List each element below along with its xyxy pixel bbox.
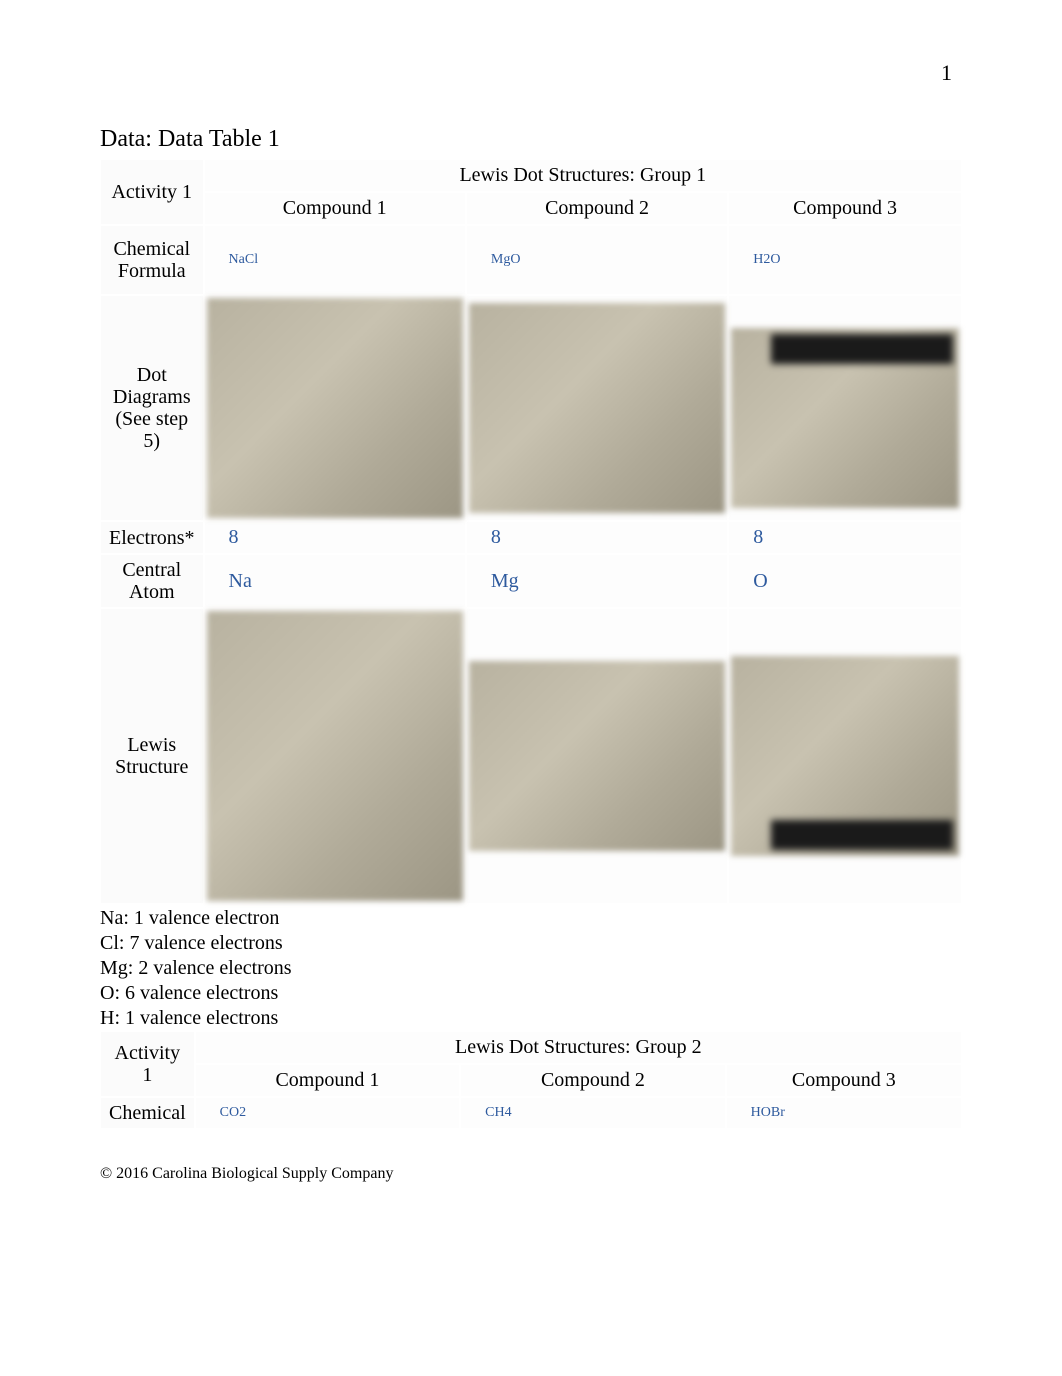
dot-img-c3 bbox=[728, 295, 962, 521]
formula2-c3: HOBr bbox=[726, 1097, 962, 1129]
row-label-formula: Chemical Formula bbox=[100, 225, 204, 295]
row-label-central: Central Atom bbox=[100, 554, 204, 608]
valence-notes: Na: 1 valence electron Cl: 7 valence ele… bbox=[100, 906, 962, 1031]
note-line: Cl: 7 valence electrons bbox=[100, 931, 962, 956]
electrons-c3: 8 bbox=[728, 521, 962, 554]
col-header-c1: Compound 1 bbox=[204, 192, 466, 225]
formula-c2: MgO bbox=[466, 225, 728, 295]
central-c3: O bbox=[728, 554, 962, 608]
col-header2-c3: Compound 3 bbox=[726, 1064, 962, 1097]
formula-c3: H2O bbox=[728, 225, 962, 295]
col-header-c3: Compound 3 bbox=[728, 192, 962, 225]
note-line: Mg: 2 valence electrons bbox=[100, 956, 962, 981]
central-c2: Mg bbox=[466, 554, 728, 608]
electrons-c2: 8 bbox=[466, 521, 728, 554]
activity-label-1: Activity 1 bbox=[100, 159, 204, 225]
section-title: Data: Data Table 1 bbox=[100, 126, 962, 153]
group-header-2: Lewis Dot Structures: Group 2 bbox=[195, 1031, 962, 1064]
row-label-lewis: Lewis Structure bbox=[100, 608, 204, 904]
formula2-c2: CH4 bbox=[460, 1097, 726, 1129]
note-line: H: 1 valence electrons bbox=[100, 1006, 962, 1031]
footer-text: © 2016 Carolina Biological Supply Compan… bbox=[100, 1165, 962, 1183]
dot-img-c2 bbox=[466, 295, 728, 521]
dot-img-c1 bbox=[204, 295, 466, 521]
activity-label-2: Activity 1 bbox=[100, 1031, 195, 1097]
note-line: Na: 1 valence electron bbox=[100, 906, 962, 931]
formula-c1: NaCl bbox=[204, 225, 466, 295]
lewis-img-c3 bbox=[728, 608, 962, 904]
electrons-c1: 8 bbox=[204, 521, 466, 554]
lewis-img-c2 bbox=[466, 608, 728, 904]
col-header2-c1: Compound 1 bbox=[195, 1064, 461, 1097]
row-label-electrons: Electrons* bbox=[100, 521, 204, 554]
col-header-c2: Compound 2 bbox=[466, 192, 728, 225]
data-table-2: Activity 1 Lewis Dot Structures: Group 2… bbox=[100, 1031, 962, 1129]
central-c1: Na bbox=[204, 554, 466, 608]
row-label-formula-2: Chemical bbox=[100, 1097, 195, 1129]
group-header-1: Lewis Dot Structures: Group 1 bbox=[204, 159, 962, 192]
page-number: 1 bbox=[100, 60, 962, 86]
formula2-c1: CO2 bbox=[195, 1097, 461, 1129]
note-line: O: 6 valence electrons bbox=[100, 981, 962, 1006]
col-header2-c2: Compound 2 bbox=[460, 1064, 726, 1097]
lewis-img-c1 bbox=[204, 608, 466, 904]
data-table-1: Activity 1 Lewis Dot Structures: Group 1… bbox=[100, 159, 962, 904]
row-label-dot: Dot Diagrams (See step 5) bbox=[100, 295, 204, 521]
